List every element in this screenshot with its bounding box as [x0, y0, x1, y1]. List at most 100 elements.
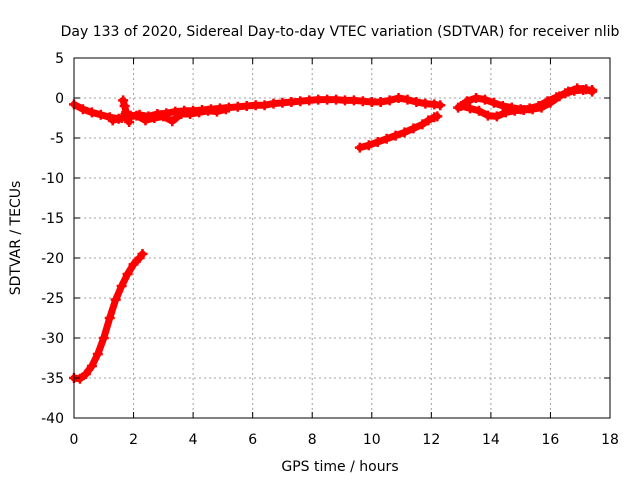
- data-point: [417, 119, 428, 130]
- y-tick-label: -10: [41, 171, 64, 187]
- data-point: [348, 95, 359, 106]
- x-tick-label: 10: [363, 432, 381, 448]
- data-point: [116, 281, 127, 291]
- x-axis-label: GPS time / hours: [281, 459, 398, 475]
- data-point: [471, 93, 481, 103]
- y-tick-label: 0: [55, 91, 64, 107]
- x-tick-label: 14: [482, 432, 500, 448]
- data-point: [500, 107, 511, 118]
- data-point: [473, 105, 484, 116]
- data-point: [295, 96, 306, 107]
- x-tick-label: 2: [129, 432, 138, 448]
- data-point: [98, 333, 109, 343]
- data-point: [128, 259, 139, 270]
- data-point: [554, 91, 565, 102]
- data-point: [259, 100, 270, 111]
- series-line: [70, 250, 146, 383]
- data-point: [423, 115, 434, 126]
- data-point: [95, 109, 106, 120]
- data-point: [121, 107, 132, 118]
- data-point: [366, 97, 377, 107]
- data-point: [393, 93, 404, 103]
- data-point: [479, 94, 490, 105]
- data-point: [456, 101, 467, 111]
- data-point: [339, 95, 350, 106]
- data-point: [205, 104, 216, 115]
- data-point: [286, 97, 297, 107]
- y-axis-label: SDTVAR / TECUs: [8, 181, 24, 296]
- data-point: [381, 133, 392, 144]
- data-point: [354, 142, 365, 153]
- data-point: [77, 104, 88, 115]
- y-tick-label: 5: [55, 51, 64, 67]
- data-point: [223, 102, 234, 113]
- x-tick-label: 4: [189, 432, 198, 448]
- data-point: [390, 130, 401, 141]
- data-point: [313, 94, 324, 105]
- x-tick-label: 6: [248, 432, 257, 448]
- data-point: [497, 101, 508, 111]
- data-point: [92, 349, 103, 359]
- y-tick-label: -40: [41, 411, 64, 427]
- series-early-descending-arc: [69, 249, 148, 384]
- data-point: [104, 313, 115, 323]
- data-point: [134, 109, 145, 120]
- data-point: [304, 95, 315, 106]
- data-point: [250, 100, 261, 111]
- plot-series: [69, 83, 598, 384]
- data-point: [80, 369, 91, 379]
- data-point: [545, 97, 556, 108]
- data-point: [482, 110, 493, 121]
- data-point: [170, 106, 181, 117]
- data-point: [118, 95, 129, 106]
- data-point: [179, 105, 190, 116]
- data-point: [432, 111, 443, 122]
- data-point: [527, 104, 538, 115]
- data-point: [107, 115, 118, 126]
- y-tick-label: -25: [41, 291, 64, 307]
- x-tick-label: 18: [601, 432, 619, 448]
- x-tick-label: 16: [542, 432, 560, 448]
- data-point: [384, 95, 395, 106]
- data-point: [509, 105, 520, 116]
- data-point: [491, 111, 502, 122]
- data-point: [214, 103, 225, 114]
- data-point: [357, 96, 368, 107]
- data-point: [232, 101, 243, 112]
- data-point: [143, 111, 154, 122]
- axis-ticks: 0 2 4 6 8 10 12 14 16 18 5 0 -5 -10 -15 -20 -25 -30 -35 -40: [41, 51, 619, 448]
- data-point: [124, 117, 135, 127]
- series-main-trace-b: [107, 93, 446, 126]
- data-point: [581, 84, 592, 95]
- x-tick-label: 12: [422, 432, 440, 448]
- data-point: [137, 249, 148, 259]
- data-point: [188, 105, 199, 116]
- y-tick-label: -15: [41, 211, 64, 227]
- x-tick-label: 8: [308, 432, 317, 448]
- data-point: [119, 101, 130, 111]
- y-tick-label: -30: [41, 331, 64, 347]
- data-point: [420, 98, 431, 109]
- data-point: [518, 105, 529, 115]
- data-point: [122, 269, 133, 279]
- data-point: [152, 109, 163, 119]
- data-point: [363, 140, 374, 151]
- data-point: [465, 103, 476, 114]
- data-point: [411, 97, 422, 107]
- data-point: [161, 108, 172, 119]
- data-point: [536, 102, 547, 113]
- data-point: [241, 101, 252, 111]
- data-point: [435, 100, 446, 111]
- y-tick-label: -5: [50, 131, 64, 147]
- y-tick-label: -35: [41, 371, 64, 387]
- data-point: [167, 116, 178, 127]
- data-point: [268, 98, 279, 109]
- data-point: [572, 83, 583, 94]
- data-point: [110, 294, 121, 305]
- data-point: [402, 94, 413, 105]
- x-tick-label: 0: [70, 432, 79, 448]
- data-point: [197, 105, 208, 115]
- data-point: [322, 94, 333, 105]
- series-late-rising-arc: [354, 111, 443, 153]
